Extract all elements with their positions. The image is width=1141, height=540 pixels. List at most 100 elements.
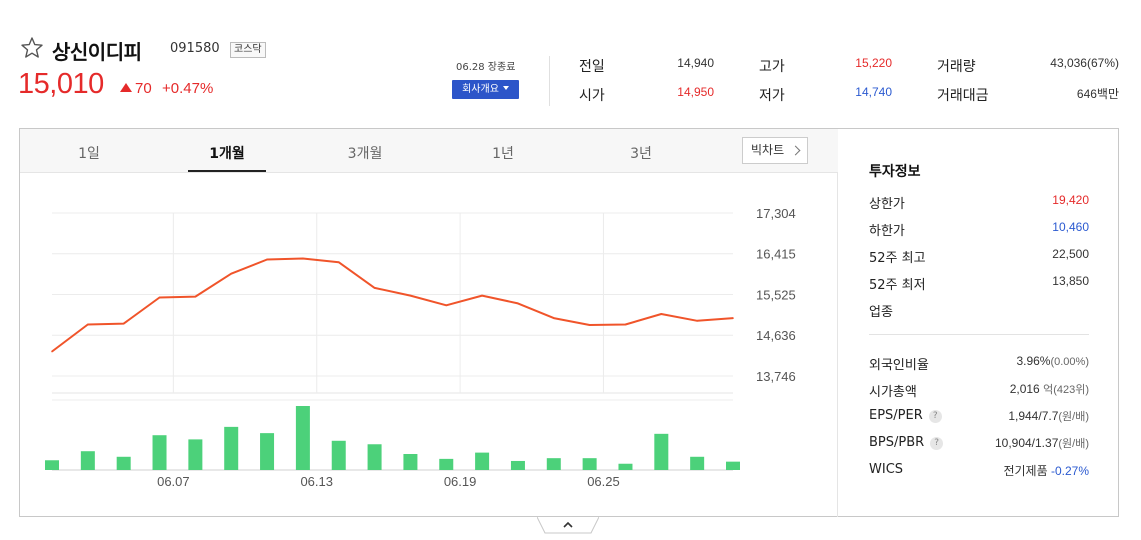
price-point — [481, 294, 483, 297]
volume-bar — [510, 460, 525, 470]
volume-bar — [475, 452, 490, 470]
info-label: EPS/PER? — [869, 408, 942, 423]
price-point — [51, 350, 53, 353]
info-row-wics: WICS 전기제품 -0.27% — [869, 462, 1089, 480]
price-point — [373, 287, 376, 289]
volume-bar — [224, 426, 239, 470]
info-value-sub: 억(423위) — [1043, 384, 1089, 396]
chart-panel: 1일 1개월 3개월 1년 3년 빅차트 17,304 16,415 15,525 1… — [19, 128, 1119, 517]
bigchart-button[interactable]: 빅차트 — [742, 137, 808, 164]
price-point — [87, 323, 89, 326]
divider — [549, 56, 550, 106]
investment-info-panel: 투자정보 상한가 19,420 하한가 10,460 52주 최고 22,500… — [839, 129, 1119, 516]
quote-label-prev-close: 전일 — [579, 59, 605, 75]
y-tick-label: 14,636 — [756, 328, 796, 343]
price-point — [194, 295, 197, 298]
tab-3month[interactable]: 3개월 — [347, 146, 383, 162]
volume-bar — [260, 433, 275, 470]
quote-value-volume: 43,036(67%) — [1050, 56, 1119, 70]
price-point — [588, 324, 591, 326]
collapse-button[interactable] — [537, 516, 599, 534]
info-value-main: 1,944/7.7 — [1008, 409, 1059, 423]
company-overview-button[interactable]: 회사개요 — [452, 80, 519, 99]
price-point — [230, 272, 233, 275]
volume-bar — [618, 463, 633, 470]
info-value: 22,500 — [1052, 247, 1089, 261]
period-tabs: 1일 1개월 3개월 1년 3년 빅차트 — [20, 129, 838, 173]
tab-1day[interactable]: 1일 — [78, 146, 100, 162]
price-point — [517, 302, 519, 305]
info-label: 시가총액 — [869, 385, 917, 400]
info-value: 13,850 — [1052, 274, 1089, 288]
volume-bar — [690, 456, 705, 470]
info-label: 하한가 — [869, 224, 905, 239]
price-change-value: 70 — [135, 80, 152, 97]
volume-bar — [45, 460, 59, 470]
volume-bar — [654, 433, 669, 470]
quote-label-open: 시가 — [579, 88, 605, 104]
price-change: 70 — [120, 80, 152, 97]
tab-1year[interactable]: 1년 — [492, 146, 514, 162]
info-label: BPS/PBR? — [869, 435, 944, 450]
price-line — [51, 257, 734, 353]
quote-label-trade-amount: 거래대금 — [937, 88, 989, 104]
quote-label-volume: 거래량 — [937, 59, 976, 75]
info-row-bps-pbr: BPS/PBR? 10,904/1.37(원/배) — [869, 435, 1089, 453]
price-point — [266, 258, 268, 261]
info-row-eps-per: EPS/PER? 1,944/7.7(원/배) — [869, 408, 1089, 426]
help-icon[interactable]: ? — [928, 410, 942, 423]
divider — [869, 334, 1089, 335]
info-value-sub: -0.27% — [1050, 464, 1089, 478]
market-badge: 코스닥 — [230, 42, 266, 58]
volume-bar — [546, 458, 561, 470]
info-label: 상한가 — [869, 197, 905, 212]
volume-bar — [439, 458, 454, 470]
volume-bar — [726, 461, 740, 470]
price-point — [660, 313, 663, 315]
favorite-star-icon[interactable] — [20, 36, 44, 60]
info-value: 1,944/7.7(원/배) — [1008, 408, 1089, 424]
info-row-industry: 업종 — [869, 301, 1089, 320]
x-tick-label: 06.19 — [444, 474, 477, 489]
info-value: 10,904/1.37(원/배) — [995, 435, 1089, 451]
volume-bar — [80, 451, 95, 470]
info-value-main[interactable]: 전기제품 — [1003, 464, 1048, 478]
info-label-text: EPS/PER — [869, 408, 923, 423]
tab-1month[interactable]: 1개월 — [209, 146, 245, 162]
price-point — [409, 294, 412, 297]
price-change-percent: +0.47% — [162, 80, 214, 97]
volume-bar — [367, 444, 382, 470]
price-point — [337, 261, 340, 264]
y-tick-label: 17,304 — [756, 206, 796, 221]
info-value-main: 10,904/1.37 — [994, 436, 1059, 450]
info-label: 외국인비율 — [869, 358, 929, 373]
quote-value-high: 15,220 — [855, 56, 892, 70]
info-value: 3.96%(0.00%) — [1016, 354, 1089, 368]
x-tick-label: 06.07 — [157, 474, 190, 489]
chevron-up-icon — [563, 521, 573, 528]
price-point — [624, 323, 627, 326]
info-row-market-cap: 시가총액 2,016 억(423위) — [869, 381, 1089, 400]
info-value-sub: (원/배) — [1058, 411, 1089, 423]
price-point — [445, 304, 448, 307]
x-tick-label: 06.25 — [587, 474, 620, 489]
info-row-52week-high: 52주 최고 22,500 — [869, 247, 1089, 266]
info-value-sub: (0.00%) — [1050, 356, 1089, 368]
info-value-main: 2,016 — [1009, 382, 1040, 396]
volume-bar — [403, 454, 418, 470]
help-icon[interactable]: ? — [930, 437, 944, 450]
info-value: 2,016 억(423위) — [1010, 381, 1089, 397]
tab-3year[interactable]: 3년 — [630, 146, 652, 162]
info-value-main: 3.96% — [1016, 354, 1051, 368]
info-label: 52주 최저 — [869, 278, 926, 293]
investment-info-title: 투자정보 — [869, 164, 921, 180]
chevron-right-icon — [790, 145, 801, 156]
info-label: 52주 최고 — [869, 251, 926, 266]
quote-value-prev-close: 14,940 — [677, 56, 714, 70]
info-label: WICS — [869, 462, 904, 477]
volume-bar — [152, 435, 167, 470]
price-point — [158, 296, 161, 299]
quote-value-low: 14,740 — [855, 85, 892, 99]
volume-bar — [582, 458, 597, 470]
price-chart[interactable]: 17,304 16,415 15,525 14,636 13,746 06.07 06.13… — [20, 173, 838, 517]
